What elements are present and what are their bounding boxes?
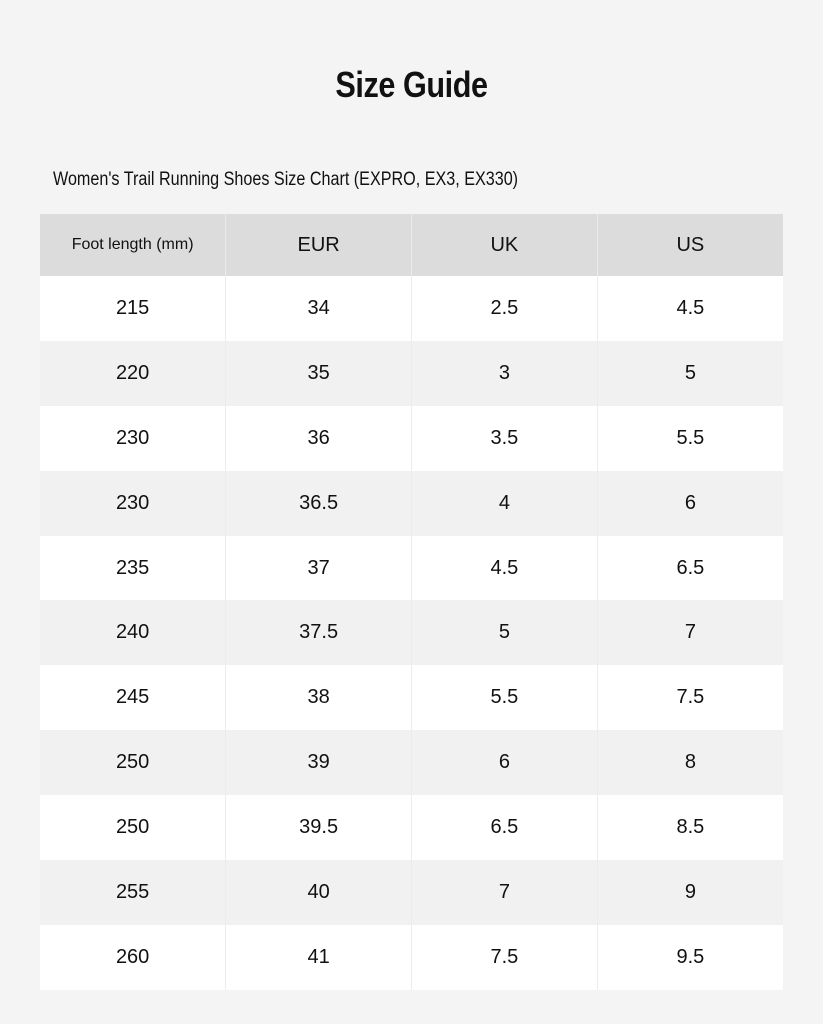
column-header: UK <box>411 214 598 276</box>
table-cell: 230 <box>40 405 226 471</box>
table-cell: 230 <box>40 470 226 536</box>
table-cell: 5.5 <box>596 405 783 471</box>
table-row: 245 38 5.5 7.5 <box>40 665 783 731</box>
table-cell: 240 <box>40 600 226 666</box>
table-cell: 34 <box>225 276 412 341</box>
table-row: 220 35 3 5 <box>40 340 783 406</box>
table-head: Foot length (mm) EUR UK US <box>40 214 783 276</box>
chart-subtitle: Women's Trail Running Shoes Size Chart (… <box>53 169 519 190</box>
table-cell: 6 <box>596 470 783 536</box>
table-body: 215 34 2.5 4.5 220 35 3 5 230 36 3.5 5.5 230 36.5 4 6 23… <box>40 276 783 990</box>
table-cell: 3.5 <box>411 405 598 471</box>
table-row: 230 36.5 4 6 <box>40 470 783 536</box>
table-row: 255 40 7 9 <box>40 860 783 925</box>
table-cell: 3 <box>411 340 598 406</box>
table-cell: 39.5 <box>225 795 412 861</box>
table-cell: 7.5 <box>411 924 598 990</box>
column-header: EUR <box>225 214 412 276</box>
table-cell: 37.5 <box>225 600 412 666</box>
table-cell: 37 <box>225 535 412 601</box>
size-table: Foot length (mm) EUR UK US 215 34 2.5 4.5 220 35… <box>40 214 783 990</box>
table-cell: 8.5 <box>596 795 783 861</box>
table-cell: 4.5 <box>596 276 783 341</box>
table-cell: 6 <box>411 730 598 796</box>
table-cell: 4.5 <box>411 535 598 601</box>
table-cell: 250 <box>40 795 226 861</box>
table-cell: 235 <box>40 535 226 601</box>
table-row: 240 37.5 5 7 <box>40 600 783 666</box>
table-cell: 5 <box>596 340 783 406</box>
table-row: 250 39.5 6.5 8.5 <box>40 795 783 861</box>
table-cell: 6.5 <box>411 795 598 861</box>
table-cell: 220 <box>40 340 226 406</box>
table-row: 215 34 2.5 4.5 <box>40 276 783 341</box>
table-row: 235 37 4.5 6.5 <box>40 535 783 601</box>
table-cell: 5 <box>411 600 598 666</box>
column-header: US <box>596 214 783 276</box>
table-cell: 255 <box>40 860 226 925</box>
table-cell: 38 <box>225 665 412 731</box>
table-cell: 2.5 <box>411 276 598 341</box>
table-cell: 6.5 <box>596 535 783 601</box>
table-cell: 39 <box>225 730 412 796</box>
table-cell: 41 <box>225 924 412 990</box>
column-header: Foot length (mm) <box>40 214 226 276</box>
table-cell: 7.5 <box>596 665 783 731</box>
table-cell: 9 <box>596 860 783 925</box>
page-title: Size Guide <box>335 64 488 105</box>
table-cell: 36 <box>225 405 412 471</box>
table-cell: 245 <box>40 665 226 731</box>
table-cell: 9.5 <box>596 924 783 990</box>
table-cell: 8 <box>596 730 783 796</box>
table-row: 250 39 6 8 <box>40 730 783 796</box>
table-row: 260 41 7.5 9.5 <box>40 924 783 990</box>
table-cell: 215 <box>40 276 226 341</box>
header-row: Foot length (mm) EUR UK US <box>40 214 783 276</box>
table-cell: 35 <box>225 340 412 406</box>
table-row: 230 36 3.5 5.5 <box>40 405 783 471</box>
table-cell: 7 <box>411 860 598 925</box>
table-cell: 40 <box>225 860 412 925</box>
table-cell: 260 <box>40 924 226 990</box>
table-cell: 4 <box>411 470 598 536</box>
table-cell: 5.5 <box>411 665 598 731</box>
table-cell: 36.5 <box>225 470 412 536</box>
table-cell: 7 <box>596 600 783 666</box>
table-cell: 250 <box>40 730 226 796</box>
